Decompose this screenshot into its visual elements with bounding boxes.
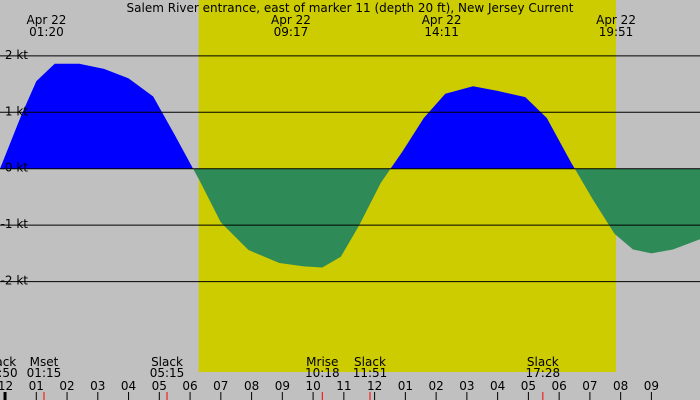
hour-label-5: 04 [121, 379, 136, 393]
hour-label-1: 12 [0, 379, 13, 393]
ebb-area-3 [574, 168, 700, 254]
hour-label-18: 05 [521, 379, 536, 393]
current-areas [0, 63, 700, 268]
bottom-annotation-label-0: Slack [0, 355, 16, 369]
hour-label-9: 08 [244, 379, 259, 393]
bottom-annotation-label-5: Slack [527, 355, 559, 369]
hour-label-12: 11 [336, 379, 351, 393]
midnight-marker [3, 392, 7, 400]
top-annotation-time-3: 19:51 [599, 25, 634, 39]
flood-area-2 [390, 86, 575, 169]
top-annotation-date-2: Apr 22 [422, 13, 462, 27]
grid-lines [0, 55, 700, 283]
top-annotation-date-3: Apr 22 [596, 13, 636, 27]
hour-label-3: 02 [59, 379, 74, 393]
top-annotation-time-0: 01:20 [29, 25, 64, 39]
hour-label-20: 07 [582, 379, 597, 393]
bottom-annotation-time-5: 17:28 [526, 366, 561, 380]
hour-label-8: 07 [213, 379, 228, 393]
hour-label-21: 08 [613, 379, 628, 393]
y-tick-label-4: -2 kt [1, 274, 29, 288]
y-tick-label-0: 2 kt [5, 48, 28, 62]
hour-label-13: 12 [367, 379, 382, 393]
top-annotation-date-0: Apr 22 [27, 13, 67, 27]
y-tick-label-2: 0 kt [5, 161, 28, 175]
flood-area-0 [0, 63, 194, 169]
hour-label-14: 01 [398, 379, 413, 393]
hour-label-16: 03 [459, 379, 474, 393]
bottom-annotation-label-4: Slack [354, 355, 386, 369]
bottom-annotation-time-4: 11:51 [353, 366, 388, 380]
top-annotation-date-1: Apr 22 [271, 13, 311, 27]
top-annotation-time-2: 14:11 [424, 25, 459, 39]
hour-label-4: 03 [90, 379, 105, 393]
y-axis-labels: 2 kt 1 kt 0 kt -1 kt -2 kt [1, 48, 29, 288]
top-annotation-time-1: 09:17 [274, 25, 309, 39]
y-tick-label-1: 1 kt [5, 104, 28, 118]
chart-title: Salem River entrance, east of marker 11 … [127, 1, 574, 15]
bottom-annotation-time-2: 05:15 [150, 366, 185, 380]
bottom-annotation-label-1: Mset [30, 355, 59, 369]
hour-label-7: 06 [182, 379, 197, 393]
hour-label-10: 09 [275, 379, 290, 393]
hour-label-11: 10 [305, 379, 320, 393]
hour-label-22: 09 [644, 379, 659, 393]
hour-label-6: 05 [152, 379, 167, 393]
hour-label-15: 02 [428, 379, 443, 393]
hour-label-17: 04 [490, 379, 505, 393]
hour-label-2: 01 [29, 379, 44, 393]
bottom-annotation-time-3: 10:18 [305, 366, 340, 380]
hour-label-19: 06 [551, 379, 566, 393]
bottom-annotation-time-1: 01:15 [27, 366, 62, 380]
ebb-area-1 [193, 168, 391, 268]
y-tick-label-3: -1 kt [1, 217, 29, 231]
hour-axis: 1112010203040506070809101112010203040506… [0, 379, 659, 400]
bottom-annotations: Slack23:50Mset01:15Slack05:15Mrise10:18S… [0, 355, 560, 380]
bottom-annotation-time-0: 23:50 [0, 366, 18, 380]
bottom-annotation-label-3: Mrise [306, 355, 338, 369]
bottom-annotation-label-2: Slack [151, 355, 183, 369]
